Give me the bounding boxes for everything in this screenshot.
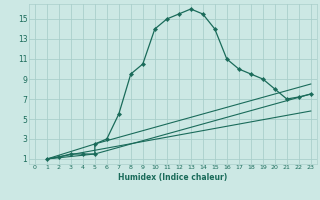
X-axis label: Humidex (Indice chaleur): Humidex (Indice chaleur) — [118, 173, 228, 182]
